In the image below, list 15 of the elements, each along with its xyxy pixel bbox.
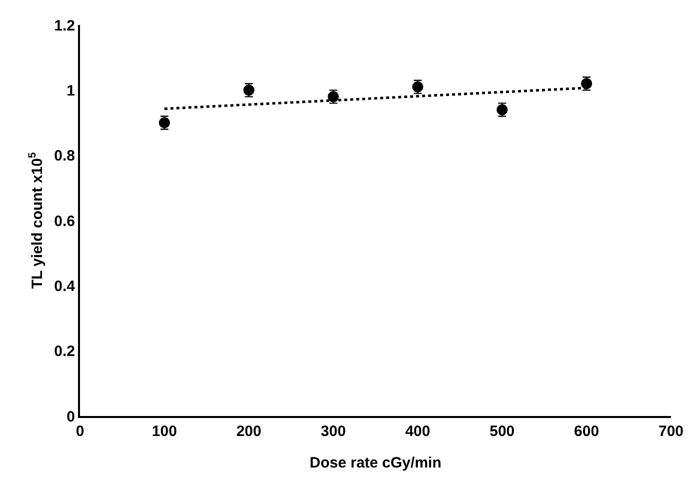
x-tick-label: 600 [574,423,600,440]
x-axis-title: Dose rate cGy/min [310,454,442,472]
x-tick-label: 100 [152,423,177,440]
x-tick-label: 700 [658,423,684,440]
x-tick-label: 300 [320,423,346,440]
y-tick-label: 0 [66,408,75,426]
y-tick-label: 1 [66,82,75,100]
x-tick-label: 400 [405,423,430,440]
y-tick-label: 0.2 [54,343,75,360]
x-tick-label: 500 [490,423,515,440]
y-tick-label: 0.6 [54,212,75,230]
y-tick-label: 0.4 [54,278,76,295]
y-tick-label: 1.2 [54,17,75,34]
y-tick-label: 0.8 [54,148,75,165]
x-tick-label: 200 [236,423,262,440]
